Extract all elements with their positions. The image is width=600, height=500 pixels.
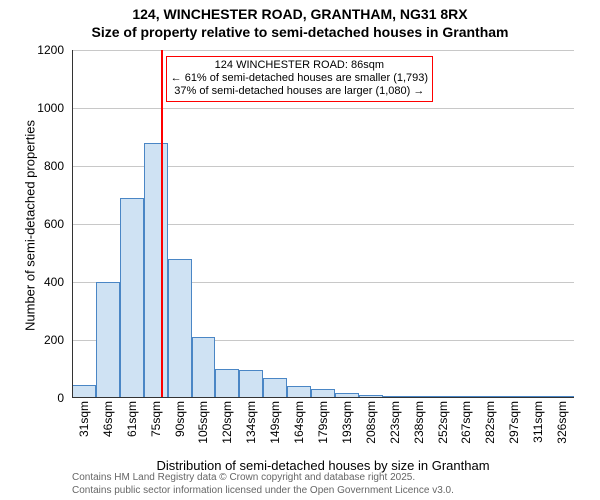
callout-line: 124 WINCHESTER ROAD: 86sqm — [171, 59, 428, 72]
histogram-bar — [120, 198, 144, 398]
y-tick-label: 600 — [24, 217, 64, 231]
x-tick-label: 238sqm — [412, 401, 426, 453]
histogram-bar — [215, 369, 239, 398]
x-tick-label: 105sqm — [196, 401, 210, 453]
x-tick-label: 31sqm — [77, 401, 91, 453]
x-tick-label: 75sqm — [149, 401, 163, 453]
x-tick-label: 164sqm — [292, 401, 306, 453]
y-tick-label: 0 — [24, 391, 64, 405]
x-tick-label: 311sqm — [531, 401, 545, 453]
x-tick-label: 46sqm — [101, 401, 115, 453]
x-tick-label: 326sqm — [555, 401, 569, 453]
x-tick-label: 134sqm — [244, 401, 258, 453]
grid-line — [72, 50, 574, 51]
y-tick-label: 1000 — [24, 101, 64, 115]
x-axis-label: Distribution of semi-detached houses by … — [72, 458, 574, 473]
histogram-bar — [263, 378, 287, 398]
y-tick-label: 800 — [24, 159, 64, 173]
histogram-bar — [144, 143, 168, 398]
x-tick-label: 179sqm — [316, 401, 330, 453]
y-axis-line — [72, 50, 73, 398]
x-tick-label: 208sqm — [364, 401, 378, 453]
y-tick-label: 400 — [24, 275, 64, 289]
histogram-bar — [168, 259, 192, 398]
x-tick-label: 90sqm — [173, 401, 187, 453]
x-axis-line — [72, 397, 574, 398]
footer-line2: Contains public sector information licen… — [72, 485, 454, 496]
y-tick-label: 200 — [24, 333, 64, 347]
x-tick-label: 282sqm — [483, 401, 497, 453]
x-tick-label: 297sqm — [507, 401, 521, 453]
x-tick-label: 252sqm — [436, 401, 450, 453]
chart-title-line2: Size of property relative to semi-detach… — [0, 24, 600, 40]
histogram-bar — [239, 370, 263, 398]
histogram-bar — [96, 282, 120, 398]
chart-container: { "title": { "line1": "124, WINCHESTER R… — [0, 0, 600, 500]
plot-area — [72, 50, 574, 398]
x-tick-label: 223sqm — [388, 401, 402, 453]
grid-line — [72, 108, 574, 109]
property-marker-line — [161, 50, 163, 398]
footer-line1: Contains HM Land Registry data © Crown c… — [72, 472, 415, 483]
callout-line: ← 61% of semi-detached houses are smalle… — [171, 72, 428, 85]
callout-box: 124 WINCHESTER ROAD: 86sqm← 61% of semi-… — [166, 56, 433, 102]
x-tick-label: 267sqm — [459, 401, 473, 453]
x-tick-label: 149sqm — [268, 401, 282, 453]
histogram-bar — [192, 337, 216, 398]
y-tick-label: 1200 — [24, 43, 64, 57]
chart-title-line1: 124, WINCHESTER ROAD, GRANTHAM, NG31 8RX — [0, 6, 600, 22]
callout-line: 37% of semi-detached houses are larger (… — [171, 85, 428, 98]
x-tick-label: 120sqm — [220, 401, 234, 453]
x-tick-label: 193sqm — [340, 401, 354, 453]
x-tick-label: 61sqm — [125, 401, 139, 453]
